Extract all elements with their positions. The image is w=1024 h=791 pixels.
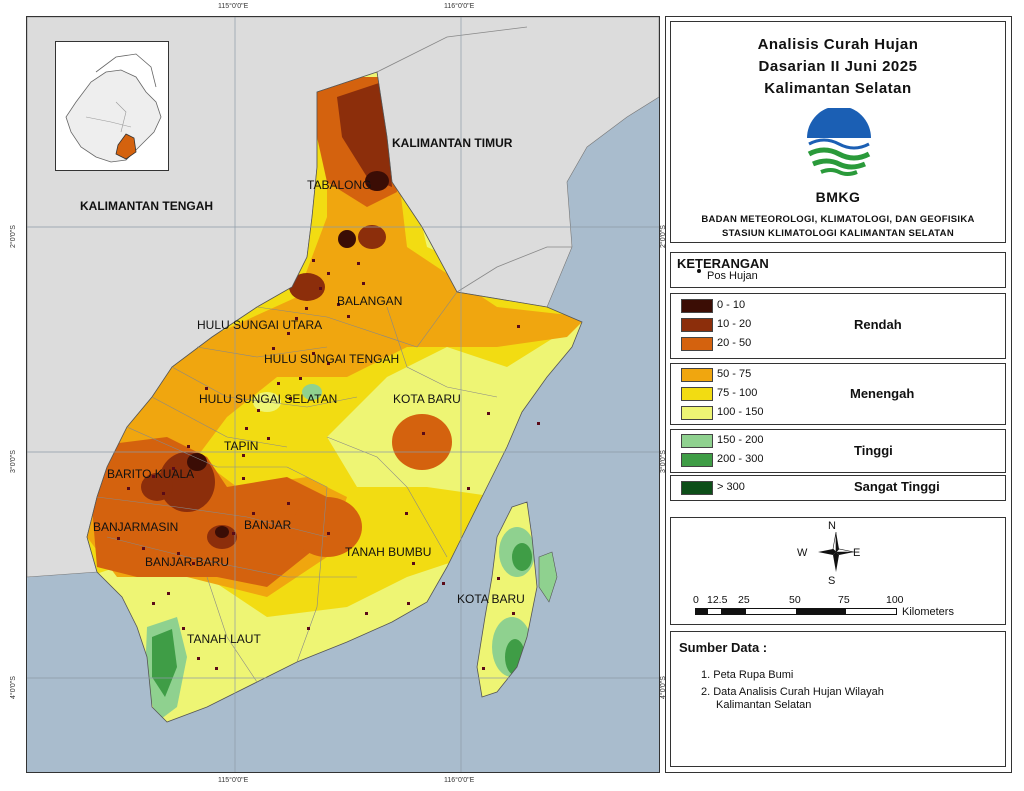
swatch-150-200 xyxy=(681,434,713,448)
legend-heading-box: KETERANGAN Pos Hujan xyxy=(670,252,1006,288)
swatch-10-20 xyxy=(681,318,713,332)
scale-unit: Kilometers xyxy=(902,606,954,618)
group-label-rendah: Rendah xyxy=(854,317,902,332)
inset-map xyxy=(55,41,169,171)
label-kota-baru-1: KOTA BARU xyxy=(393,392,461,406)
scale-tick-100: 100 xyxy=(886,594,904,606)
legend-heading: KETERANGAN xyxy=(677,256,769,271)
compass-rose-icon xyxy=(818,531,855,572)
label-kota-baru-2: KOTA BARU xyxy=(457,592,525,606)
scale-tick-25: 25 xyxy=(738,594,750,606)
label-100-150: 100 - 150 xyxy=(717,406,764,418)
sources-box: Sumber Data : 1. Peta Rupa Bumi 2. Data … xyxy=(670,631,1006,767)
coord-lon-115-bottom: 115°0'0"E xyxy=(218,777,249,784)
small-island xyxy=(538,551,558,603)
swatch-300-plus xyxy=(681,481,713,495)
label-tabalong: TABALONG xyxy=(307,178,371,192)
sources-heading: Sumber Data : xyxy=(679,640,768,655)
group-label-menengah: Menengah xyxy=(850,386,915,401)
scale-bar xyxy=(695,608,897,615)
map-title-line1: Analisis Curah Hujan xyxy=(757,36,919,53)
map-title-line2: Dasarian II Juni 2025 xyxy=(758,58,918,75)
label-banjar: BANJAR xyxy=(244,518,292,532)
pos-hujan-symbol xyxy=(697,269,701,273)
coord-lat-4-left: 4°0'0"S xyxy=(10,676,17,699)
compass-w: W xyxy=(797,547,808,559)
rainfall-map: KALIMANTAN TENGAH KALIMANTAN TIMUR TABAL… xyxy=(26,16,660,773)
label-0-10: 0 - 10 xyxy=(717,299,746,311)
group-label-sangat-tinggi: Sangat Tinggi xyxy=(854,479,940,494)
coord-lon-115-top: 115°0'0"E xyxy=(218,3,249,10)
compass-s: S xyxy=(828,575,836,587)
label-300-plus: > 300 xyxy=(717,481,745,493)
org-line2: STASIUN KLIMATOLOGI KALIMANTAN SELATAN xyxy=(722,228,954,239)
scale-tick-0: 0 xyxy=(693,594,699,606)
scale-tick-75: 75 xyxy=(838,594,850,606)
compass-e: E xyxy=(853,547,861,559)
swatch-100-150 xyxy=(681,406,713,420)
bmkg-logo-text: BMKG xyxy=(815,189,861,205)
label-kalimantan-tengah: KALIMANTAN TENGAH xyxy=(80,199,213,213)
inset-canvas xyxy=(65,53,162,163)
compass-scale-box: N S E W 0 12.5 25 50 75 100 Kilometers xyxy=(670,517,1006,625)
label-10-20: 10 - 20 xyxy=(717,318,752,330)
pos-hujan-points xyxy=(117,259,540,670)
swatch-20-50 xyxy=(681,337,713,351)
label-hulu-sungai-tengah: HULU SUNGAI TENGAH xyxy=(264,352,399,366)
graticule xyxy=(27,17,659,772)
swatch-50-75 xyxy=(681,368,713,382)
regency-boundaries xyxy=(96,291,498,683)
coord-lat-3-left: 3°0'0"S xyxy=(10,450,17,473)
org-line1: BADAN METEOROLOGI, KLIMATOLOGI, DAN GEOF… xyxy=(701,214,975,225)
scale-tick-50: 50 xyxy=(789,594,801,606)
label-50-75: 50 - 75 xyxy=(717,368,752,380)
legend-group-rendah: 0 - 10 10 - 20 20 - 50 Rendah xyxy=(670,293,1006,359)
pos-hujan-label: Pos Hujan xyxy=(707,270,758,282)
label-barito-kuala: BARITO KUALA xyxy=(107,467,194,481)
coord-lat-2-left: 2°0'0"S xyxy=(10,225,17,248)
label-tapin: TAPIN xyxy=(224,439,258,453)
legend-panel: Analisis Curah Hujan Dasarian II Juni 20… xyxy=(665,16,1012,773)
legend-group-sangat-tinggi: > 300 Sangat Tinggi xyxy=(670,475,1006,501)
label-banjar-baru: BANJAR BARU xyxy=(145,555,229,569)
group-label-tinggi: Tinggi xyxy=(854,443,893,458)
swatch-75-100 xyxy=(681,387,713,401)
label-balangan: BALANGAN xyxy=(337,294,402,308)
bmkg-logo xyxy=(799,106,879,188)
source-item-2-cont: Kalimantan Selatan xyxy=(716,699,812,711)
coord-lon-116-top: 116°0'0"E xyxy=(444,3,475,10)
province-boundary xyxy=(376,26,572,293)
label-kalimantan-timur: KALIMANTAN TIMUR xyxy=(392,136,513,150)
map-title-line3: Kalimantan Selatan xyxy=(764,80,912,97)
title-box: Analisis Curah Hujan Dasarian II Juni 20… xyxy=(670,21,1006,243)
source-item-2: 2. Data Analisis Curah Hujan Wilayah xyxy=(701,686,884,698)
label-20-50: 20 - 50 xyxy=(717,337,752,349)
label-150-200: 150 - 200 xyxy=(717,434,764,446)
label-tanah-laut: TANAH LAUT xyxy=(187,632,261,646)
swatch-0-10 xyxy=(681,299,713,313)
swatch-200-300 xyxy=(681,453,713,467)
scale-tick-12: 12.5 xyxy=(707,594,728,606)
label-hulu-sungai-selatan: HULU SUNGAI SELATAN xyxy=(199,392,337,406)
legend-group-menengah: 50 - 75 75 - 100 100 - 150 Menengah xyxy=(670,363,1006,425)
bmkg-logo-icon xyxy=(805,106,873,178)
coord-lon-116-bottom: 116°0'0"E xyxy=(444,777,475,784)
label-200-300: 200 - 300 xyxy=(717,453,764,465)
map-canvas: KALIMANTAN TENGAH KALIMANTAN TIMUR TABAL… xyxy=(27,17,659,772)
label-hulu-sungai-utara: HULU SUNGAI UTARA xyxy=(197,318,322,332)
label-75-100: 75 - 100 xyxy=(717,387,758,399)
label-banjarmasin: BANJARMASIN xyxy=(93,520,178,534)
legend-group-tinggi: 150 - 200 200 - 300 Tinggi xyxy=(670,429,1006,473)
compass-n: N xyxy=(828,520,836,532)
source-item-1: 1. Peta Rupa Bumi xyxy=(701,669,794,681)
label-tanah-bumbu: TANAH BUMBU xyxy=(345,545,431,559)
